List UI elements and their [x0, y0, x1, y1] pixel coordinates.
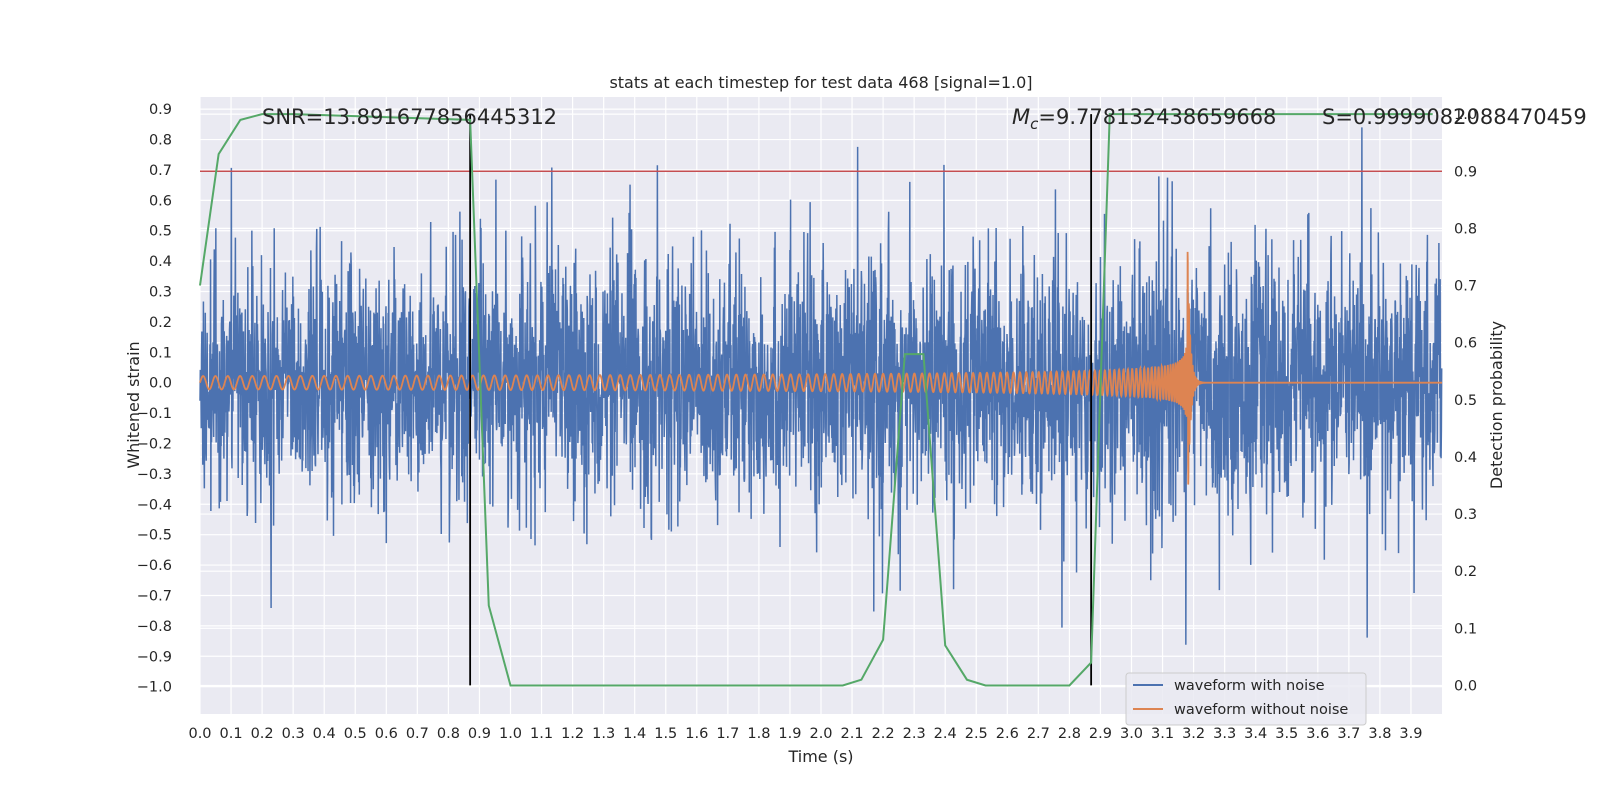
x-tick-label: 0.2: [251, 726, 274, 742]
y2-tick-label: 0.2: [1454, 564, 1477, 580]
x-tick-label: 1.5: [654, 726, 677, 742]
x-tick-label: 1.0: [499, 726, 522, 742]
y2-tick-label: 0.4: [1454, 450, 1477, 466]
y-tick-label: 0.2: [149, 315, 172, 331]
x-tick-label: 3.1: [1151, 726, 1174, 742]
x-tick-label: 0.8: [437, 726, 460, 742]
x-tick-label: 3.6: [1306, 726, 1329, 742]
y-tick-label: −0.2: [137, 436, 172, 452]
series-waveform-with-noise: [199, 127, 1443, 645]
x-tick-label: 1.8: [747, 726, 770, 742]
series-waveform-without-noise: [199, 251, 1442, 485]
noise-waveform-line: [199, 127, 1443, 645]
x-tick-label: 2.0: [809, 726, 832, 742]
chirp-mass-symbol: M: [1012, 105, 1030, 129]
x-tick-label: 2.7: [1027, 726, 1050, 742]
y-tick-labels: 0.9 0.8 0.7 0.6 0.5 0.4 0.3 0.2 0.1 0.0 −0.1 −0.2 −0…: [137, 102, 172, 695]
x-tick-label: 0.4: [313, 726, 336, 742]
x-tick-label: 0.9: [468, 726, 491, 742]
y-tick-label: −0.5: [137, 528, 172, 544]
x-tick-label: 2.9: [1089, 726, 1112, 742]
y-tick-label: 0.8: [149, 133, 172, 149]
x-tick-label: 1.1: [530, 726, 553, 742]
y2-tick-labels: 1.0 0.9 0.8 0.7 0.6 0.5 0.4 0.3 0.2 0.1 0.0: [1454, 107, 1477, 694]
x-tick-label: 3.8: [1368, 726, 1391, 742]
detection-markers: [469, 114, 1093, 686]
y2-tick-label: 0.7: [1454, 279, 1477, 295]
y-tick-label: −1.0: [137, 680, 172, 696]
y-tick-label: 0.4: [149, 254, 172, 270]
x-tick-label: 1.3: [592, 726, 615, 742]
y-tick-label: 0.3: [149, 285, 172, 301]
legend-box: [1125, 672, 1367, 726]
x-tick-label: 3.0: [1120, 726, 1143, 742]
y-tick-label: −0.8: [137, 619, 172, 635]
legend: waveform with noise waveform without noi…: [1125, 672, 1367, 726]
y-tick-label: 0.9: [149, 102, 172, 118]
y2-tick-label: 0.6: [1454, 336, 1477, 352]
y2-tick-label: 0.8: [1454, 221, 1477, 237]
y-tick-label: −0.9: [137, 649, 172, 665]
x-tick-label: 2.4: [934, 726, 957, 742]
x-axis-label: Time (s): [787, 747, 853, 766]
x-tick-label: 0.3: [282, 726, 305, 742]
snr-annotation: SNR=13.891677856445312: [262, 105, 557, 129]
y2-tick-label: 0.0: [1454, 678, 1477, 694]
y-tick-label: −0.6: [137, 558, 172, 574]
y2-tick-label: 0.3: [1454, 507, 1477, 523]
x-tick-label: 1.4: [623, 726, 646, 742]
y-tick-label: 0.0: [149, 376, 172, 392]
legend-label-chirp: waveform without noise: [1174, 702, 1348, 718]
x-tick-label: 1.2: [561, 726, 584, 742]
x-tick-label: 2.3: [903, 726, 926, 742]
y2-tick-label: 0.5: [1454, 393, 1477, 409]
y-tick-label: 0.7: [149, 163, 172, 179]
x-tick-label: 2.6: [996, 726, 1019, 742]
chart-title: stats at each timestep for test data 468…: [609, 73, 1032, 92]
legend-label-noise: waveform with noise: [1174, 678, 1325, 694]
x-tick-label: 2.1: [841, 726, 864, 742]
chirp-mass-annotation: Mc=9.778132438659668: [1012, 105, 1276, 133]
x-tick-label: 1.9: [778, 726, 801, 742]
y-tick-label: −0.1: [137, 406, 172, 422]
x-tick-label: 3.9: [1399, 726, 1422, 742]
x-tick-labels: 0.0 0.1 0.2 0.3 0.4 0.5 0.6 0.7 0.8 0.9 1.0 1.1 1.2 1…: [188, 726, 1422, 742]
y2-tick-label: 1.0: [1454, 107, 1477, 123]
y-tick-label: −0.7: [137, 588, 172, 604]
y-tick-label: 0.6: [149, 193, 172, 209]
x-tick-label: 3.3: [1213, 726, 1236, 742]
x-tick-label: 0.0: [188, 726, 211, 742]
y-tick-label: −0.4: [137, 497, 172, 513]
x-tick-label: 1.6: [685, 726, 708, 742]
x-tick-label: 2.5: [965, 726, 988, 742]
x-tick-label: 3.5: [1275, 726, 1298, 742]
chirp-waveform-line: [199, 251, 1442, 485]
x-tick-label: 3.2: [1182, 726, 1205, 742]
series-detection-probability: [199, 113, 1433, 687]
y-tick-label: 0.5: [149, 224, 172, 240]
y2-tick-label: 0.1: [1454, 621, 1477, 637]
x-tick-label: 1.7: [716, 726, 739, 742]
y-tick-label: 0.1: [149, 345, 172, 361]
probability-line: [199, 113, 1433, 687]
y-tick-label: −0.3: [137, 467, 172, 483]
chirp-mass-subscript: c: [1030, 115, 1039, 133]
x-tick-label: 0.1: [220, 726, 243, 742]
x-tick-label: 3.7: [1337, 726, 1360, 742]
y2-tick-label: 0.9: [1454, 164, 1477, 180]
x-tick-label: 2.8: [1058, 726, 1081, 742]
x-tick-label: 0.5: [344, 726, 367, 742]
x-tick-label: 3.4: [1244, 726, 1267, 742]
s-annotation: S=0.9999082088470459: [1322, 105, 1587, 129]
x-tick-label: 0.6: [375, 726, 398, 742]
y-axis-label: Whitened strain: [124, 341, 143, 468]
y2-axis-label: Detection probability: [1487, 321, 1506, 489]
x-tick-label: 2.2: [872, 726, 895, 742]
chirp-mass-value: =9.778132438659668: [1038, 105, 1276, 129]
x-tick-label: 0.7: [406, 726, 429, 742]
